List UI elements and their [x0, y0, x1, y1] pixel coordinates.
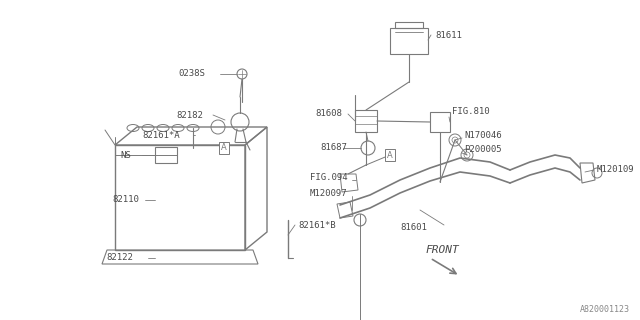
- Text: 81611: 81611: [435, 30, 462, 39]
- Text: NS: NS: [120, 150, 131, 159]
- Text: A820001123: A820001123: [580, 305, 630, 314]
- Text: 82161*B: 82161*B: [298, 220, 335, 229]
- Text: 82122: 82122: [106, 253, 133, 262]
- Text: A: A: [221, 143, 227, 153]
- Text: FIG.810: FIG.810: [452, 108, 490, 116]
- Text: 81687: 81687: [320, 143, 347, 153]
- Text: 82161*A: 82161*A: [142, 131, 180, 140]
- Text: FIG.094: FIG.094: [310, 173, 348, 182]
- Text: M120097: M120097: [310, 189, 348, 198]
- Text: P200005: P200005: [464, 146, 502, 155]
- Text: 81601: 81601: [400, 223, 427, 233]
- Text: A: A: [387, 150, 393, 159]
- Text: 82182: 82182: [176, 110, 203, 119]
- Text: FRONT: FRONT: [426, 245, 460, 255]
- Text: 82110: 82110: [112, 196, 139, 204]
- Text: 0238S: 0238S: [178, 69, 205, 78]
- Text: 81608: 81608: [315, 109, 342, 118]
- Text: M120109: M120109: [597, 165, 635, 174]
- Text: N170046: N170046: [464, 131, 502, 140]
